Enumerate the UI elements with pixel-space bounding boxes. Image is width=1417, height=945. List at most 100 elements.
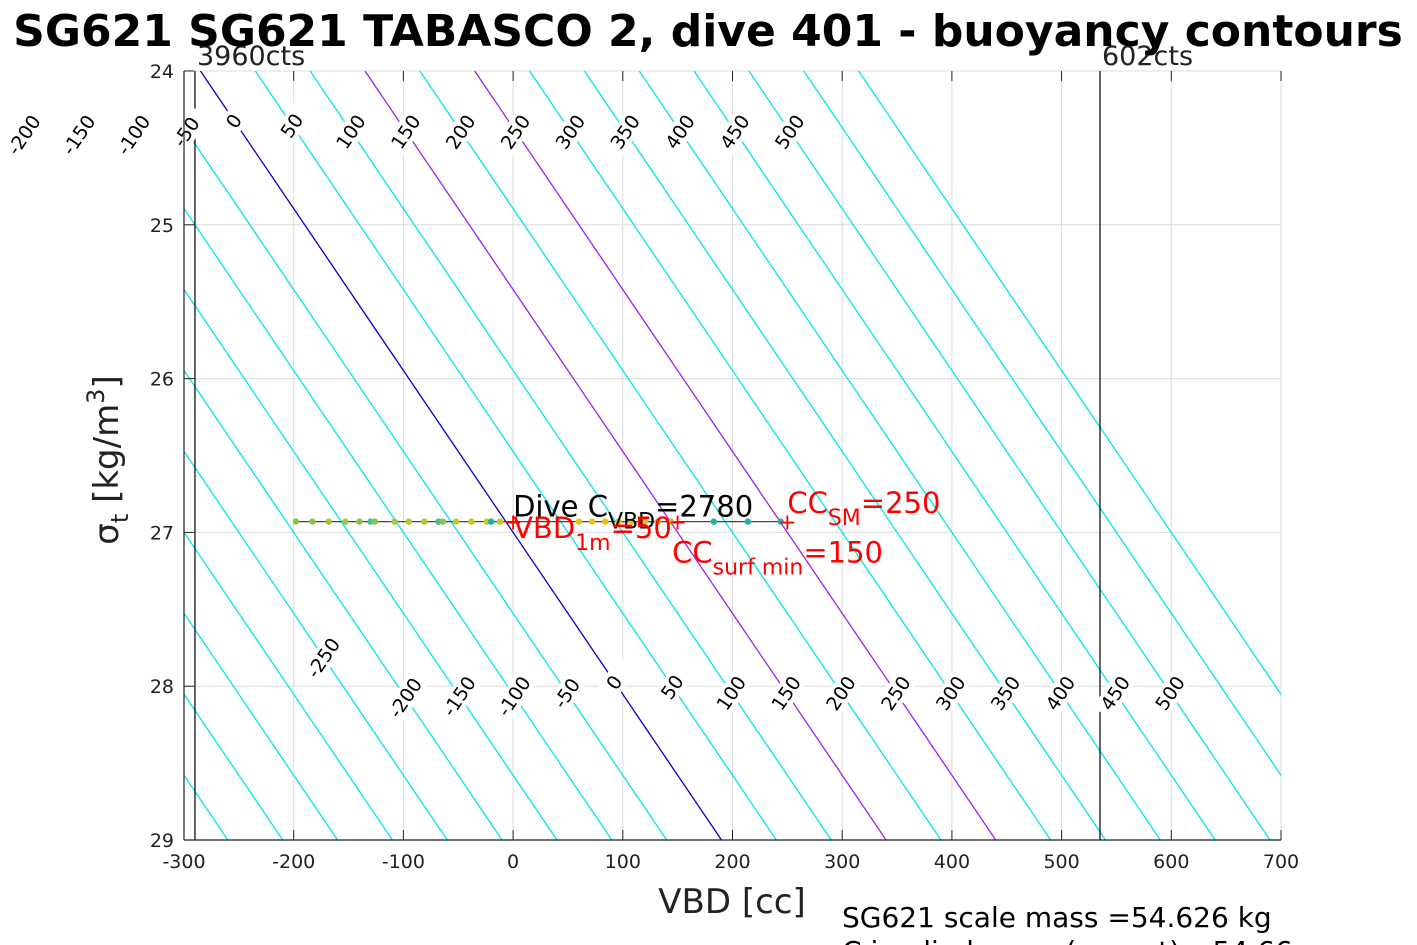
contour-label-bg xyxy=(708,667,754,720)
x-tick-label: 0 xyxy=(507,851,519,873)
contour-line xyxy=(583,71,1107,840)
contour-label-bg xyxy=(1,108,47,162)
dive-point xyxy=(641,518,648,525)
contour-lines xyxy=(0,71,1281,840)
y-axis-label-symbol: σ xyxy=(87,523,127,545)
contour-line xyxy=(184,693,284,840)
dive-point xyxy=(309,518,316,525)
annotation: CCSM=250 xyxy=(787,486,940,531)
y-tick-label: 27 xyxy=(150,522,174,544)
x-tick-label: -300 xyxy=(162,851,205,873)
contour-line xyxy=(693,71,1216,840)
y-tick-labels: 24 25 26 27 28 29 xyxy=(150,61,174,852)
dive-point xyxy=(615,518,622,525)
annotation-base: CC xyxy=(672,535,713,569)
footer-implied-mass: C implied mass (ascent) =54.66 xyxy=(842,935,1293,945)
x-tick-label: 200 xyxy=(714,851,750,873)
x-tick-label: 400 xyxy=(934,851,970,873)
axes xyxy=(183,70,1282,841)
cc-marker: + xyxy=(504,511,522,536)
x-tick-label: -200 xyxy=(272,851,315,873)
contour-label-bg xyxy=(928,667,974,720)
contour-line xyxy=(309,71,832,840)
dive-point xyxy=(496,518,504,525)
dive-point xyxy=(483,518,490,525)
contour-line xyxy=(803,71,1281,777)
contour-line xyxy=(419,71,942,840)
annotation-subscript: surf min xyxy=(713,555,804,580)
x-tick-label: -100 xyxy=(382,851,425,873)
contour-label-bg xyxy=(591,656,637,709)
x-axis-label: VBD [cc] xyxy=(658,882,806,922)
contour-label-bg xyxy=(657,105,703,158)
dive-point xyxy=(325,518,333,525)
contour-label-bg xyxy=(763,667,809,720)
dive-point xyxy=(468,518,475,525)
contour-line xyxy=(638,71,1161,840)
dive-point xyxy=(667,518,675,525)
contour-label-bg xyxy=(382,671,428,724)
annotation-value: =2780 xyxy=(655,489,753,523)
annotation-base: VBD xyxy=(513,511,575,545)
dive-point xyxy=(452,518,460,525)
annotation: CCsurf min=150 xyxy=(672,535,883,580)
annotation-value: =250 xyxy=(861,486,941,520)
y-axis-label-unit: [kg/m xyxy=(87,404,127,514)
contour-label-bg xyxy=(767,105,813,158)
contour-line xyxy=(364,71,887,840)
contour-label-bg xyxy=(818,667,864,720)
x-tick-label: 300 xyxy=(824,851,860,873)
annotation-value: =50 xyxy=(611,511,672,545)
y-tick-label: 25 xyxy=(150,215,174,237)
contour-line xyxy=(748,71,1271,840)
contour-label-bg xyxy=(436,670,482,723)
vbd-limit-label: 602cts xyxy=(1102,41,1193,72)
contour-label-bg xyxy=(269,99,315,152)
dive-point xyxy=(421,518,428,525)
contour-label-bg xyxy=(211,95,257,148)
contour-label-bg xyxy=(492,105,539,158)
dive-point xyxy=(602,518,609,525)
y-tick-label: 24 xyxy=(150,61,174,83)
contour-label-bg xyxy=(712,105,758,158)
x-tick-label: 700 xyxy=(1263,851,1299,873)
annotation-subscript: 1m xyxy=(575,531,610,556)
dive-point xyxy=(744,518,752,525)
contour-label-bg xyxy=(544,667,590,720)
contour-label-bg xyxy=(649,661,695,714)
contour-label-bg xyxy=(438,105,484,158)
dive-point xyxy=(435,518,442,525)
dive-point xyxy=(356,518,363,525)
contour-label-bg xyxy=(1147,667,1193,720)
contour-line xyxy=(184,126,668,840)
dive-point xyxy=(439,518,447,525)
y-axis-label-superscript: 3 xyxy=(82,389,110,404)
contour-label-bg xyxy=(383,105,429,158)
contour-label-bg xyxy=(873,667,919,720)
contour-line xyxy=(184,531,393,840)
contour-line xyxy=(529,71,1052,840)
contour-label-bg xyxy=(491,670,537,723)
footer-scale-mass: SG621 scale mass =54.626 kg xyxy=(842,901,1272,934)
y-tick-label: 28 xyxy=(150,676,174,698)
annotation-subscript: VBD xyxy=(608,509,655,534)
dive-point xyxy=(628,518,635,525)
dive-point xyxy=(371,518,379,525)
annotation-value: =150 xyxy=(803,535,883,569)
vbd-limit-label: 3960cts xyxy=(197,41,305,72)
contour-label-bg xyxy=(1037,667,1084,720)
contour-line xyxy=(474,71,997,840)
dive-point xyxy=(367,518,374,525)
dive-point xyxy=(777,518,784,525)
contour-line xyxy=(0,71,63,840)
y-axis-label: σt [kg/m3] xyxy=(82,375,134,544)
dive-point xyxy=(405,518,413,525)
y-tick-label: 29 xyxy=(150,830,174,852)
contour-line xyxy=(858,71,1281,696)
dive-point xyxy=(487,518,495,525)
x-tick-label: 600 xyxy=(1153,851,1189,873)
dive-point xyxy=(710,518,718,525)
annotation: VBD1m=50 xyxy=(513,511,672,556)
